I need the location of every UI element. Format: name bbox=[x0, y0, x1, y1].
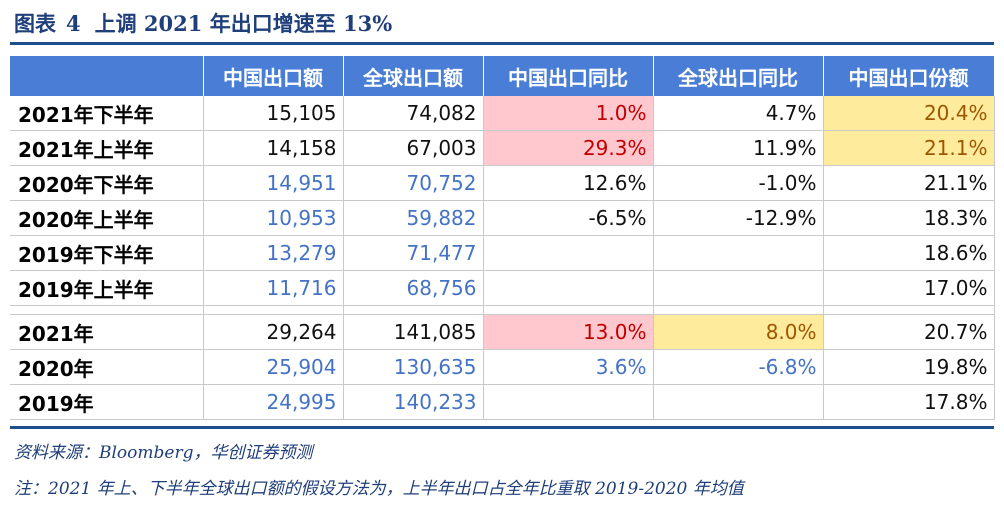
spacer-cell bbox=[483, 305, 654, 315]
table-row: 2020年上半年 10,953 59,882 -6.5% -12.9% 18.3… bbox=[10, 200, 995, 236]
figure-prefix: 图表 bbox=[14, 11, 56, 36]
spacer-cell bbox=[343, 305, 484, 315]
header-china-export: 中国出口额 bbox=[203, 56, 344, 96]
china-yoy-cell: 12.6% bbox=[483, 165, 654, 201]
row-label: 2020年下半年 bbox=[10, 165, 204, 201]
global-yoy-cell bbox=[653, 270, 824, 306]
global-yoy-cell: -6.8% bbox=[653, 349, 824, 385]
header-row: 中国出口额 全球出口额 中国出口同比 全球出口同比 中国出口份额 bbox=[10, 56, 995, 96]
china-yoy-cell bbox=[483, 384, 654, 420]
export-table: 中国出口额 全球出口额 中国出口同比 全球出口同比 中国出口份额 2021年下半… bbox=[10, 56, 995, 420]
china-share-cell: 18.3% bbox=[823, 200, 995, 236]
figure-caption: 上调 2021 年出口增速至 13% bbox=[94, 11, 393, 36]
header-china-share: 中国出口份额 bbox=[823, 56, 995, 96]
china-yoy-cell: -6.5% bbox=[483, 200, 654, 236]
china-yoy-cell: 13.0% bbox=[483, 314, 654, 350]
footnote: 注：2021 年上、下半年全球出口额的假设方法为，上半年出口占全年比重取 201… bbox=[14, 479, 744, 499]
global-export-cell: 141,085 bbox=[343, 314, 484, 350]
global-yoy-cell: -12.9% bbox=[653, 200, 824, 236]
table-row: 2019年 24,995 140,233 17.8% bbox=[10, 384, 995, 420]
row-label: 2021年下半年 bbox=[10, 96, 204, 131]
spacer-cell bbox=[823, 305, 995, 315]
table-row: 2019年上半年 11,716 68,756 17.0% bbox=[10, 270, 995, 306]
row-label: 2021年上半年 bbox=[10, 130, 204, 166]
china-share-cell: 18.6% bbox=[823, 235, 995, 271]
header-global-export: 全球出口额 bbox=[343, 56, 484, 96]
global-yoy-cell bbox=[653, 384, 824, 420]
china-share-cell: 19.8% bbox=[823, 349, 995, 385]
global-export-cell: 70,752 bbox=[343, 165, 484, 201]
figure-title: 图表 4 上调 2021 年出口增速至 13% bbox=[14, 8, 392, 38]
header-corner bbox=[10, 56, 204, 96]
global-export-cell: 74,082 bbox=[343, 96, 484, 131]
figure-number: 4 bbox=[66, 11, 81, 36]
global-export-cell: 67,003 bbox=[343, 130, 484, 166]
global-export-cell: 140,233 bbox=[343, 384, 484, 420]
global-yoy-cell: 4.7% bbox=[653, 96, 824, 131]
china-export-cell: 11,716 bbox=[203, 270, 344, 306]
table-row: 2021年上半年 14,158 67,003 29.3% 11.9% 21.1% bbox=[10, 130, 995, 166]
row-label: 2021年 bbox=[10, 314, 204, 350]
china-export-cell: 24,995 bbox=[203, 384, 344, 420]
row-label: 2020年 bbox=[10, 349, 204, 385]
china-export-cell: 25,904 bbox=[203, 349, 344, 385]
spacer-cell bbox=[203, 305, 344, 315]
china-share-cell: 20.4% bbox=[823, 96, 995, 131]
table-bottom-rule bbox=[10, 426, 994, 429]
table-row: 2020年 25,904 130,635 3.6% -6.8% 19.8% bbox=[10, 349, 995, 385]
china-export-cell: 14,951 bbox=[203, 165, 344, 201]
header-china-yoy: 中国出口同比 bbox=[483, 56, 654, 96]
global-yoy-cell: -1.0% bbox=[653, 165, 824, 201]
global-export-cell: 130,635 bbox=[343, 349, 484, 385]
china-yoy-cell bbox=[483, 235, 654, 271]
china-share-cell: 21.1% bbox=[823, 165, 995, 201]
global-yoy-cell: 8.0% bbox=[653, 314, 824, 350]
china-share-cell: 21.1% bbox=[823, 130, 995, 166]
row-label: 2019年上半年 bbox=[10, 270, 204, 306]
table-row: 2020年下半年 14,951 70,752 12.6% -1.0% 21.1% bbox=[10, 165, 995, 201]
global-yoy-cell: 11.9% bbox=[653, 130, 824, 166]
china-share-cell: 17.0% bbox=[823, 270, 995, 306]
row-label: 2020年上半年 bbox=[10, 200, 204, 236]
global-export-cell: 71,477 bbox=[343, 235, 484, 271]
spacer-cell bbox=[10, 305, 204, 315]
source-note: 资料来源：Bloomberg，华创证券预测 bbox=[14, 443, 313, 463]
title-rule bbox=[10, 42, 994, 45]
table-row: 2019年下半年 13,279 71,477 18.6% bbox=[10, 235, 995, 271]
china-export-cell: 15,105 bbox=[203, 96, 344, 131]
china-share-cell: 17.8% bbox=[823, 384, 995, 420]
china-yoy-cell bbox=[483, 270, 654, 306]
china-export-cell: 29,264 bbox=[203, 314, 344, 350]
table-row: 2021年下半年 15,105 74,082 1.0% 4.7% 20.4% bbox=[10, 96, 995, 131]
china-yoy-cell: 3.6% bbox=[483, 349, 654, 385]
china-export-cell: 14,158 bbox=[203, 130, 344, 166]
global-export-cell: 68,756 bbox=[343, 270, 484, 306]
header-global-yoy: 全球出口同比 bbox=[653, 56, 824, 96]
global-export-cell: 59,882 bbox=[343, 200, 484, 236]
china-export-cell: 10,953 bbox=[203, 200, 344, 236]
row-label: 2019年 bbox=[10, 384, 204, 420]
china-share-cell: 20.7% bbox=[823, 314, 995, 350]
spacer-row bbox=[10, 305, 995, 315]
table-row: 2021年 29,264 141,085 13.0% 8.0% 20.7% bbox=[10, 314, 995, 350]
china-yoy-cell: 29.3% bbox=[483, 130, 654, 166]
global-yoy-cell bbox=[653, 235, 824, 271]
china-export-cell: 13,279 bbox=[203, 235, 344, 271]
spacer-cell bbox=[653, 305, 824, 315]
row-label: 2019年下半年 bbox=[10, 235, 204, 271]
china-yoy-cell: 1.0% bbox=[483, 96, 654, 131]
